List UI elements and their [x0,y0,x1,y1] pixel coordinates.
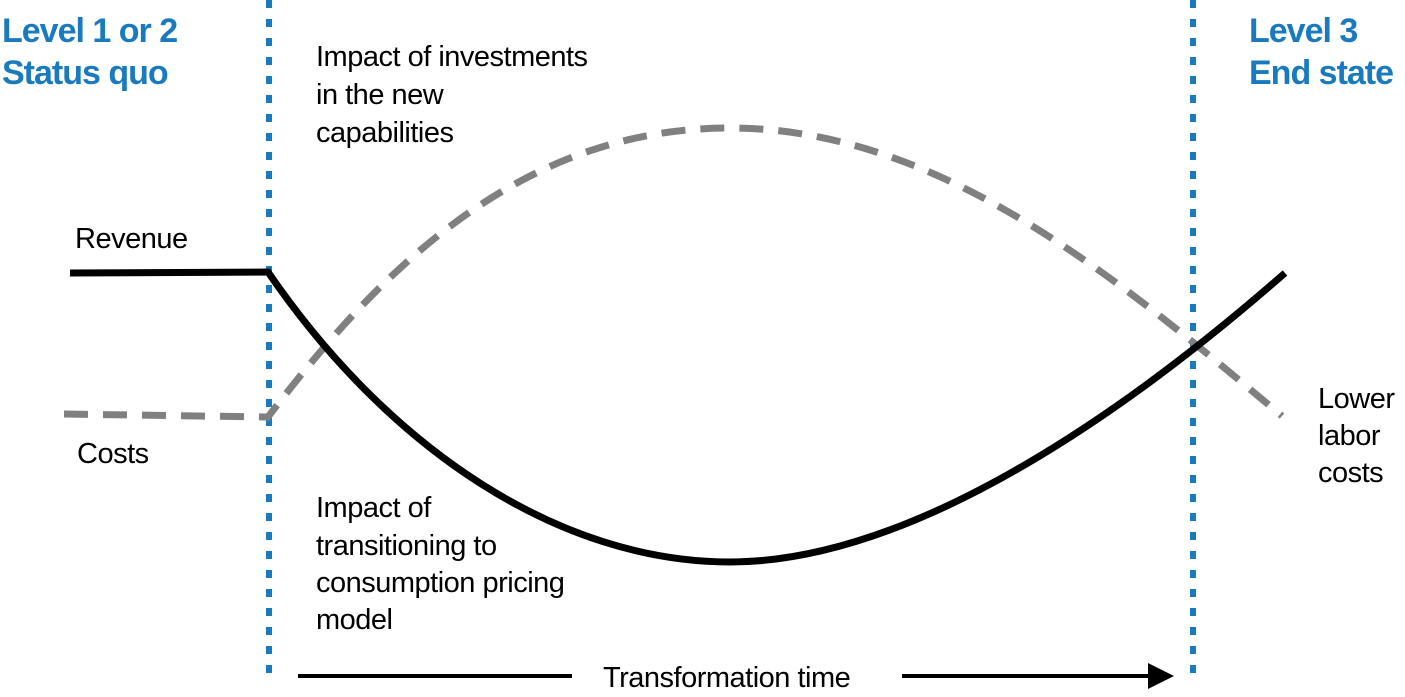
end-state-label: End state [1249,54,1393,92]
pricing-annotation-line-2: transitioning to [316,530,497,562]
status-quo-level-label: Level 1 or 2 [2,12,177,50]
pricing-annotation-line-1: Impact of [316,492,432,524]
pricing-annotation-line-3: consumption pricing [316,567,564,599]
revenue-curve [69,268,1288,566]
costs-curve [63,124,1285,421]
investments-annotation-line-3: capabilities [316,117,453,149]
lower-labor-annotation-line-2: labor [1318,420,1381,452]
lower-labor-annotation-line-1: Lower [1318,383,1395,415]
investments-annotation-line-2: in the new [316,79,445,111]
time-axis-label: Transformation time [603,662,850,694]
costs-label: Costs [77,438,149,470]
end-state-level-label: Level 3 [1249,12,1357,50]
revenue-label: Revenue [75,223,188,255]
lower-labor-annotation-line-3: costs [1318,457,1383,489]
status-quo-label: Status quo [2,54,168,92]
investments-annotation-line-1: Impact of investments [316,41,588,73]
pricing-annotation-line-4: model [316,604,393,636]
time-axis-arrowhead-icon [1148,663,1174,689]
